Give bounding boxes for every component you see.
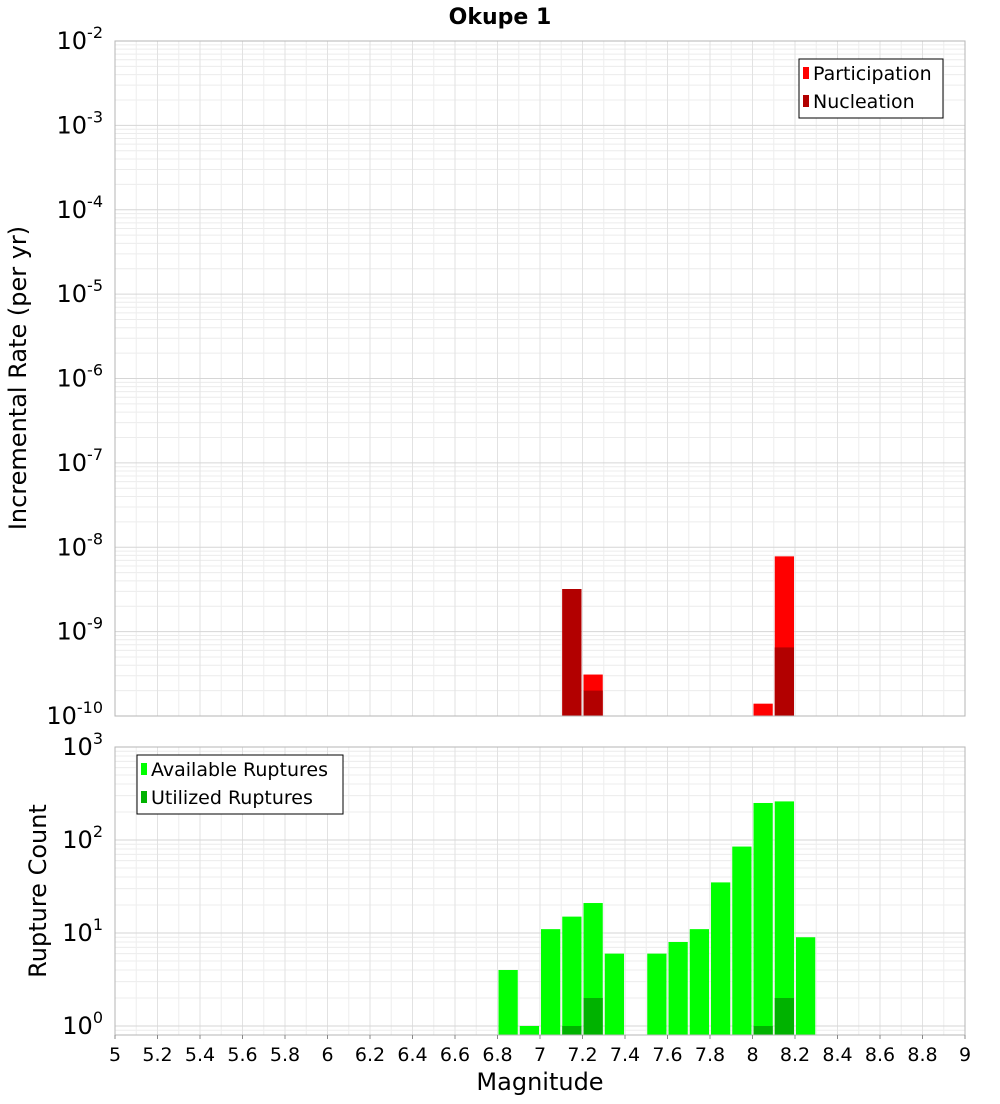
legend-box xyxy=(136,754,344,815)
x-tick-label: 5.6 xyxy=(227,1044,257,1066)
bar-secondary xyxy=(583,690,603,716)
legend-swatch xyxy=(803,95,809,107)
x-tick-label: 5 xyxy=(109,1044,121,1066)
x-tick-label: 5.2 xyxy=(142,1044,172,1066)
legend-label: Utilized Ruptures xyxy=(151,787,313,809)
y-tick-label: 10-4 xyxy=(57,192,104,224)
x-tick-label: 7.6 xyxy=(652,1044,682,1066)
legend-label: Available Ruptures xyxy=(151,759,328,781)
y-tick-label: 10-10 xyxy=(46,698,103,730)
x-tick-label: 6.8 xyxy=(482,1044,512,1066)
panel-top: 10-10 10-9 10-8 10-7 10-6 10-5 10-4 10-3 10-2 Par… xyxy=(46,23,966,730)
x-tick-label: 6.4 xyxy=(397,1044,427,1066)
bar-primary xyxy=(711,882,731,1035)
bar-secondary xyxy=(562,589,582,716)
x-tick-label: 8.4 xyxy=(822,1044,852,1066)
x-tick-label: 9 xyxy=(959,1044,971,1066)
x-tick-label: 7.4 xyxy=(610,1044,640,1066)
legend-swatch xyxy=(803,67,809,79)
legend-swatch xyxy=(141,791,147,803)
bar-secondary xyxy=(774,997,794,1035)
legend-swatch xyxy=(141,763,147,775)
x-tick-label: 6.6 xyxy=(440,1044,470,1066)
x-tick-label: 6.2 xyxy=(355,1044,385,1066)
y-tick-label: 10-5 xyxy=(57,276,104,308)
y-tick-label: 103 xyxy=(62,729,103,761)
bar-secondary xyxy=(753,1025,773,1035)
y-tick-label: 101 xyxy=(62,915,103,947)
legend-label: Nucleation xyxy=(813,91,915,113)
x-tick-label: 8.2 xyxy=(780,1044,810,1066)
x-tick-label: 7 xyxy=(534,1044,546,1066)
x-tick-label: 8 xyxy=(746,1044,758,1066)
bar-primary xyxy=(604,953,624,1035)
bar-primary xyxy=(753,802,773,1035)
y-tick-label: 10-9 xyxy=(57,614,104,646)
x-tick-label: 8.6 xyxy=(865,1044,895,1066)
x-tick-label: 8.8 xyxy=(907,1044,937,1066)
bar-primary xyxy=(647,953,667,1035)
legend-box xyxy=(798,58,944,119)
bar-primary xyxy=(541,929,561,1035)
x-tick-label: 7.8 xyxy=(695,1044,725,1066)
bar-primary xyxy=(562,916,582,1035)
bar-primary xyxy=(774,801,794,1035)
y-tick-label: 10-8 xyxy=(57,529,104,561)
y-tick-label: 102 xyxy=(62,822,103,854)
bar-primary xyxy=(796,937,816,1035)
y-axis-label-bottom: Rupture Count xyxy=(24,804,52,978)
bar-primary xyxy=(519,1025,539,1035)
x-tick-label: 5.8 xyxy=(270,1044,300,1066)
bar-primary xyxy=(689,929,709,1035)
x-tick-label: 7.2 xyxy=(567,1044,597,1066)
bar-primary xyxy=(732,846,752,1035)
legend: Participation Nucleation xyxy=(798,58,944,119)
bar-secondary xyxy=(562,1025,582,1035)
y-tick-label: 10-7 xyxy=(57,445,104,477)
x-tick-label: 6 xyxy=(321,1044,333,1066)
y-axis-label-top: Incremental Rate (per yr) xyxy=(4,226,32,530)
chart-title: Okupe 1 xyxy=(449,5,552,30)
legend: Available Ruptures Utilized Ruptures xyxy=(136,754,344,815)
y-tick-label: 10-2 xyxy=(57,23,104,55)
bar-primary xyxy=(498,969,518,1035)
x-tick-label: 5.4 xyxy=(185,1044,215,1066)
plot-frame xyxy=(114,40,966,717)
y-tick-label: 10-3 xyxy=(57,107,104,139)
x-axis-label: Magnitude xyxy=(476,1068,603,1096)
bar-secondary xyxy=(774,647,794,716)
chart-layer: 10-10 10-9 10-8 10-7 10-6 10-5 10-4 10-3 10-2 Par… xyxy=(46,23,971,1066)
bar-secondary xyxy=(583,997,603,1035)
y-tick-label: 10-6 xyxy=(57,361,104,393)
bar-primary xyxy=(668,942,688,1035)
legend-label: Participation xyxy=(813,63,932,85)
y-tick-label: 100 xyxy=(62,1008,103,1040)
bar-primary xyxy=(753,703,773,716)
